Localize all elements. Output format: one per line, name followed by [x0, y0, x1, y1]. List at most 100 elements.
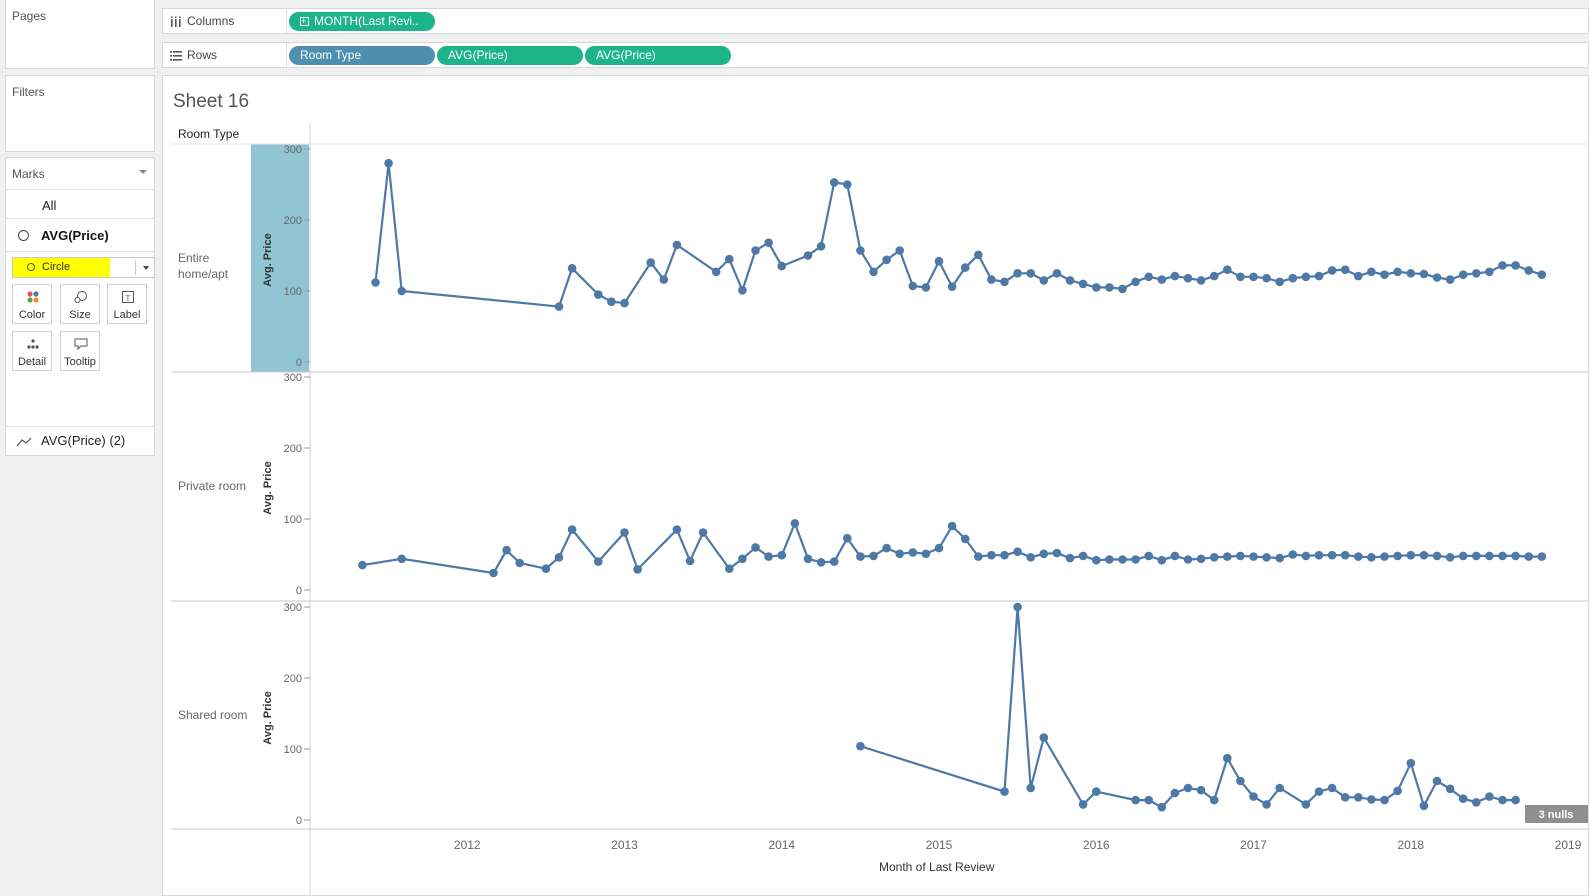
rows-icon [170, 51, 182, 61]
label-button[interactable]: T Label [107, 284, 147, 324]
month-last-review-pill[interactable]: MONTH(Last Revi.. [289, 12, 435, 31]
data-point [384, 158, 393, 168]
data-point [1013, 269, 1022, 278]
data-point [1026, 553, 1035, 562]
y-tick-label: 0 [296, 585, 302, 597]
avg-price-pill-1[interactable]: AVG(Price) [437, 46, 583, 65]
filters-shelf[interactable]: Filters [5, 75, 155, 152]
data-point [358, 560, 367, 570]
data-point [921, 549, 931, 559]
marks-all-tab[interactable]: All [6, 189, 154, 219]
data-point [1131, 555, 1140, 564]
data-point [594, 290, 603, 299]
size-button[interactable]: Size [60, 284, 100, 324]
data-point [1511, 261, 1520, 270]
data-point [856, 246, 865, 255]
data-point [1209, 795, 1219, 805]
data-point [1013, 602, 1022, 612]
room-type-pill[interactable]: Room Type [289, 46, 435, 65]
data-point [1039, 276, 1049, 285]
data-point [1065, 553, 1075, 563]
data-point [1275, 783, 1284, 793]
data-point [856, 741, 865, 751]
data-point [934, 256, 944, 266]
x-tick-label: 2017 [1240, 838, 1267, 852]
data-point [1026, 783, 1035, 793]
data-point [1052, 548, 1062, 558]
data-point [738, 286, 747, 295]
data-point [960, 263, 970, 272]
label-label: Label [113, 309, 141, 321]
mark-type-dropdown[interactable]: Circle [12, 257, 155, 278]
data-point [1039, 733, 1049, 742]
data-point [1196, 276, 1206, 285]
mark-type-label: Circle [42, 261, 71, 273]
tooltip-button[interactable]: Tooltip [60, 331, 100, 371]
rows-label: Rows [187, 48, 218, 62]
data-point [1327, 550, 1337, 560]
data-point [1327, 266, 1337, 275]
data-point [1092, 555, 1101, 565]
data-point [1511, 795, 1520, 805]
data-point [1393, 267, 1402, 277]
detail-button[interactable]: Detail [12, 331, 52, 371]
data-point [1236, 551, 1245, 561]
data-point [1249, 272, 1258, 282]
y-tick-label: 0 [296, 357, 302, 369]
data-point [1118, 555, 1127, 564]
data-point [1472, 269, 1481, 278]
viz-area: Sheet 16 Room Type Entire home/apt Priva… [162, 75, 1589, 896]
data-point [698, 528, 708, 537]
columns-shelf[interactable]: Columns MONTH(Last Revi.. [162, 8, 1589, 34]
marks-avg-price-2-tab[interactable]: AVG(Price) (2) [6, 426, 154, 454]
y-axis-title: Avg. Price [262, 691, 274, 744]
data-point [1406, 758, 1416, 768]
data-point [1485, 792, 1494, 801]
data-point [987, 550, 996, 560]
axis-highlight [251, 144, 309, 372]
data-point [895, 549, 904, 559]
y-tick-label: 200 [284, 673, 302, 685]
expand-icon[interactable] [300, 15, 309, 27]
size-icon [74, 291, 87, 303]
data-point [1170, 551, 1180, 561]
avg-price-pill-2[interactable]: AVG(Price) [585, 46, 731, 65]
data-point [738, 554, 747, 564]
data-point [908, 548, 918, 557]
marks-card: Marks All AVG(Price) Circle Color [5, 157, 155, 456]
data-point [1170, 271, 1180, 281]
data-point [1393, 551, 1402, 561]
data-point [1170, 788, 1180, 798]
data-point [1485, 551, 1494, 561]
marks-menu-icon[interactable] [139, 170, 147, 174]
avg-price-pill-2-label: AVG(Price) [596, 48, 656, 62]
marks-avg-price-tab[interactable]: AVG(Price) [6, 219, 154, 252]
color-button[interactable]: Color [12, 284, 52, 324]
data-point [554, 553, 564, 562]
y-tick-label: 0 [296, 815, 302, 827]
data-point [1380, 552, 1389, 561]
chevron-down-icon[interactable] [143, 266, 149, 270]
data-point [1078, 800, 1088, 809]
y-tick-label: 300 [284, 144, 302, 156]
data-point [1419, 269, 1429, 279]
circle-icon [27, 263, 35, 271]
data-point [1393, 786, 1402, 796]
data-point [1301, 272, 1311, 282]
data-point [895, 246, 904, 255]
data-point [1472, 551, 1481, 561]
data-point [974, 552, 983, 561]
pages-shelf[interactable]: Pages [5, 0, 155, 69]
marks-all-label: All [42, 198, 57, 213]
data-point [1000, 787, 1009, 796]
data-point [1340, 550, 1350, 560]
data-point [1354, 793, 1363, 802]
x-tick-label: 2019 [1555, 838, 1582, 852]
color-icon [27, 291, 39, 303]
data-point [646, 258, 655, 267]
data-point [1485, 267, 1494, 277]
rows-shelf[interactable]: Rows Room Type AVG(Price) AVG(Price) [162, 42, 1589, 68]
data-point [1157, 275, 1167, 284]
data-point [1432, 273, 1442, 282]
x-tick-label: 2018 [1397, 838, 1424, 852]
